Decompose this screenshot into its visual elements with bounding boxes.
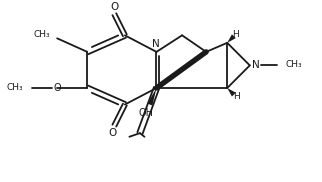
Text: O: O bbox=[54, 83, 61, 93]
Text: O: O bbox=[110, 2, 118, 12]
Text: CH₃: CH₃ bbox=[6, 83, 23, 92]
Text: H: H bbox=[232, 30, 239, 39]
Polygon shape bbox=[147, 88, 156, 106]
Text: H: H bbox=[233, 92, 240, 101]
Text: CH₃: CH₃ bbox=[285, 60, 302, 69]
Text: N: N bbox=[252, 60, 260, 70]
Polygon shape bbox=[227, 88, 236, 96]
Text: CH₃: CH₃ bbox=[34, 30, 51, 39]
Text: OH: OH bbox=[139, 108, 154, 118]
Text: N: N bbox=[152, 39, 160, 49]
Polygon shape bbox=[227, 34, 236, 43]
Text: O: O bbox=[109, 128, 117, 139]
